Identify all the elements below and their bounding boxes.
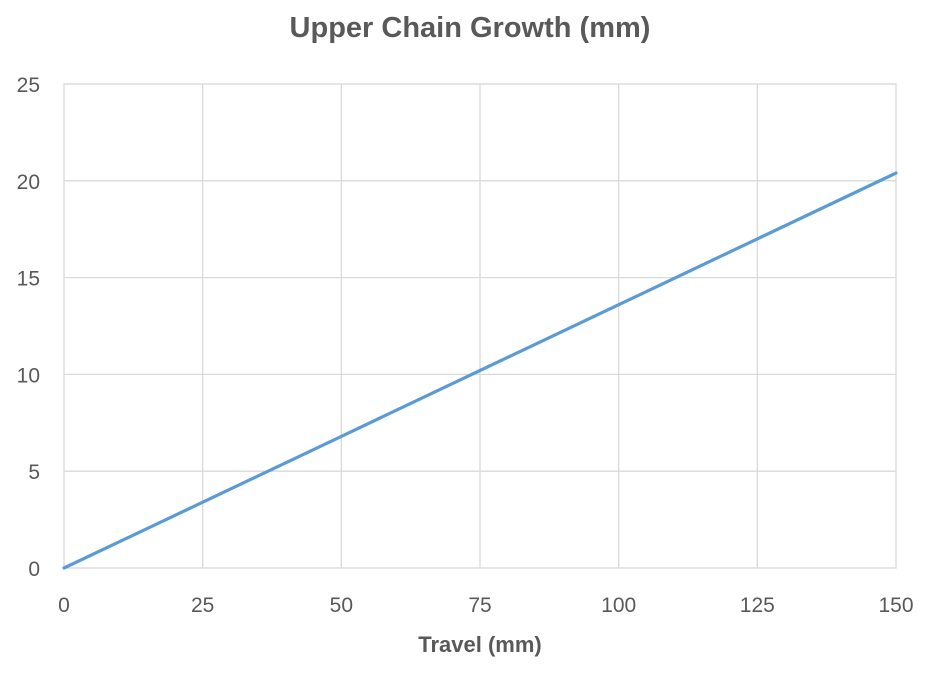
y-tick-label: 15 (17, 268, 40, 291)
y-tick-label: 5 (28, 461, 40, 484)
series-line-0 (62, 171, 898, 570)
x-tick-label: 50 (330, 594, 353, 617)
y-tick-label: 10 (17, 364, 40, 387)
x-tick-label: 0 (58, 594, 70, 617)
x-tick-label: 75 (468, 594, 491, 617)
x-tick-label: 125 (740, 594, 775, 617)
x-tick-label: 25 (191, 594, 214, 617)
x-axis-title: Travel (mm) (418, 632, 542, 657)
y-tick-label: 0 (28, 558, 40, 581)
x-tick-label: 100 (601, 594, 636, 617)
chart-title: Upper Chain Growth (mm) (289, 12, 651, 44)
x-tick-label: 150 (878, 594, 913, 617)
y-tick-label: 25 (17, 74, 40, 97)
y-tick-label: 20 (17, 171, 40, 194)
